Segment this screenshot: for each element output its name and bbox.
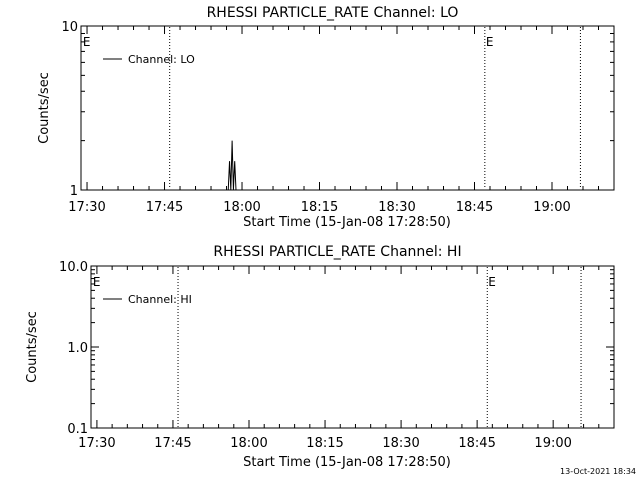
y-tick-label: 0.1 (67, 422, 88, 437)
panel-hi: RHESSI PARTICLE_RATE Channel: HI Start Ti… (25, 244, 615, 470)
flag-label: E (93, 275, 101, 289)
chart-title: RHESSI PARTICLE_RATE Channel: LO (207, 5, 459, 21)
y-tick-label: 1 (70, 184, 78, 199)
x-tick-label: 18:15 (301, 200, 338, 215)
x-tick-label: 17:45 (146, 200, 183, 215)
x-axis-label: Start Time (15-Jan-08 17:28:50) (243, 455, 451, 470)
x-tick-label: 17:30 (68, 200, 105, 215)
plot-frame (90, 265, 615, 429)
x-tick-label: 18:30 (378, 200, 415, 215)
x-axis-label: Start Time (15-Jan-08 17:28:50) (243, 215, 451, 230)
series-line (227, 140, 237, 191)
y-axis-label: Counts/sec (25, 311, 40, 383)
y-tick-label: 10 (61, 20, 78, 35)
x-tick-label: 18:15 (306, 436, 343, 451)
y-axis-label: Counts/sec (37, 72, 52, 144)
x-tick-label: 18:00 (223, 200, 260, 215)
flag-label: E (83, 35, 91, 49)
x-tick-label: 18:30 (382, 436, 419, 451)
chart-title: RHESSI PARTICLE_RATE Channel: HI (213, 244, 461, 260)
x-tick-label: 18:00 (230, 436, 267, 451)
x-tick-label: 17:45 (154, 436, 191, 451)
x-tick-label: 18:45 (456, 200, 493, 215)
x-tick-label: 19:00 (533, 200, 570, 215)
timestamp: 13-Oct-2021 18:34 (560, 467, 636, 476)
y-tick-label: 10.0 (59, 260, 88, 275)
x-tick-label: 19:00 (534, 436, 571, 451)
legend-entry: Channel: LO (128, 53, 195, 66)
panel-lo: RHESSI PARTICLE_RATE Channel: LO Start Ti… (37, 5, 615, 230)
x-tick-label: 17:30 (78, 436, 115, 451)
y-tick-label: 1.0 (67, 341, 88, 356)
x-tick-label: 18:45 (458, 436, 495, 451)
legend-entry: Channel: HI (128, 293, 192, 306)
flag-label: E (486, 35, 494, 49)
flag-label: E (488, 275, 496, 289)
plot-frame (80, 25, 615, 191)
